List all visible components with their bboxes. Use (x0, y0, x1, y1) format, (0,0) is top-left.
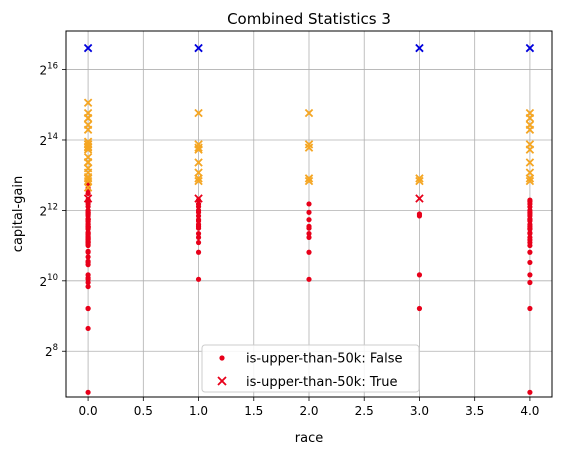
data-point-true (83, 43, 93, 53)
data-point-false (306, 230, 312, 237)
legend-marker-false (219, 355, 225, 361)
data-points (83, 43, 535, 395)
x-tick-label: 0.5 (134, 404, 153, 418)
x-tick-label: 4.0 (520, 404, 539, 418)
data-point-false (527, 230, 533, 236)
data-point-false (306, 201, 312, 207)
x-tick-label: 3.5 (465, 404, 484, 418)
data-point-false (527, 279, 533, 286)
x-axis-ticks: 0.0 0.5 1.0 1.5 2.0 2.5 3.0 3.5 4.0 (79, 397, 539, 418)
data-point-false (527, 272, 533, 278)
data-point-true (304, 108, 314, 118)
data-point-false (195, 213, 202, 219)
data-point-true (194, 194, 203, 203)
data-point-false (306, 223, 312, 229)
data-point-true (525, 158, 535, 167)
data-point-true (194, 158, 203, 167)
data-point-false (85, 325, 91, 332)
x-tick-label: 3.0 (410, 404, 429, 418)
data-point-true (194, 143, 203, 152)
y-tick-label: 212 (40, 202, 58, 218)
data-point-true (83, 120, 93, 130)
data-point-false (195, 201, 202, 207)
data-point-true (83, 194, 93, 203)
data-point-false (85, 254, 91, 260)
x-tick-label: 1.5 (244, 404, 263, 418)
data-point-true (415, 43, 424, 53)
data-point-true (304, 176, 314, 186)
data-point-false (527, 305, 533, 312)
data-point-true (525, 168, 535, 177)
data-point-false (527, 259, 533, 266)
legend-box (201, 344, 420, 393)
data-point-false (85, 305, 91, 312)
data-point-false (306, 249, 312, 255)
data-point-false (195, 249, 202, 255)
y-axis-label: capital-gain (11, 176, 26, 252)
data-point-true (194, 108, 203, 118)
x-tick-label: 0.0 (79, 404, 98, 418)
data-point-true (194, 140, 203, 149)
data-point-true (83, 108, 93, 118)
data-point-false (85, 389, 91, 395)
legend-marker-true (217, 376, 227, 386)
y-tick-label: 28 (45, 343, 58, 359)
x-axis-label: race (295, 431, 323, 446)
data-point-false (306, 234, 312, 241)
data-point-true (83, 183, 93, 192)
data-point-true (525, 43, 535, 53)
data-point-true (83, 137, 93, 146)
data-point-false (416, 211, 423, 217)
data-point-true (415, 194, 424, 203)
x-tick-label: 2.0 (299, 404, 318, 418)
data-point-true (83, 140, 93, 149)
data-point-true (415, 174, 424, 183)
data-point-false (195, 234, 202, 241)
legend-label-false: is-upper-than-50k: False (246, 352, 402, 367)
y-tick-label: 216 (40, 62, 58, 78)
data-point-true (525, 140, 535, 149)
legend-label-true: is-upper-than-50k: True (246, 375, 397, 390)
data-point-false (195, 239, 202, 246)
data-point-true (525, 108, 535, 118)
data-point-false (416, 272, 423, 278)
data-point-true (304, 174, 314, 183)
data-point-true (304, 143, 314, 152)
data-point-false (85, 272, 91, 278)
data-point-true (304, 140, 314, 149)
data-point-false (416, 305, 423, 312)
data-point-false (195, 230, 202, 237)
data-point-true (415, 176, 424, 186)
y-axis-ticks: 28 210 212 214 216 (40, 62, 66, 359)
legend: is-upper-than-50k: False is-upper-than-5… (201, 344, 420, 393)
data-point-false (527, 234, 533, 241)
data-point-false (306, 209, 312, 215)
data-point-true (83, 152, 93, 162)
y-tick-label: 214 (40, 132, 58, 148)
data-point-false (195, 276, 202, 282)
x-tick-label: 2.5 (355, 404, 374, 418)
data-point-false (195, 217, 202, 223)
data-point-false (85, 248, 91, 254)
data-point-true (83, 98, 93, 107)
data-point-false (85, 283, 91, 290)
data-point-true (194, 176, 203, 186)
data-point-false (85, 258, 91, 264)
data-point-true (525, 120, 535, 130)
data-point-false (527, 197, 533, 203)
data-point-true (194, 168, 203, 177)
data-point-true (194, 43, 203, 53)
data-point-false (85, 207, 91, 213)
data-point-false (306, 217, 312, 223)
data-point-true (525, 176, 535, 186)
chart-title: Combined Statistics 3 (227, 10, 391, 28)
data-point-false (527, 249, 533, 255)
data-point-false (306, 276, 312, 282)
data-point-false (195, 207, 202, 213)
y-tick-label: 210 (40, 273, 58, 289)
data-point-false (527, 389, 533, 395)
x-tick-label: 1.0 (189, 404, 208, 418)
